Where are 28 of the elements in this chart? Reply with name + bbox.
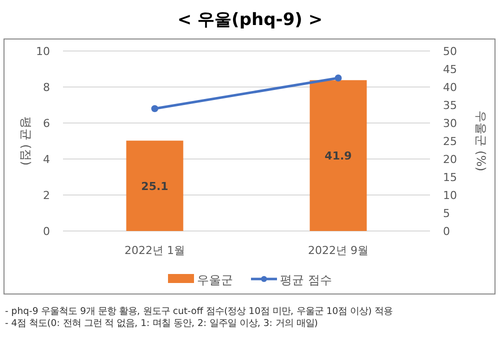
y2-axis-title: 우울군 (%)	[474, 110, 488, 172]
y2-tick-label: 40	[443, 81, 457, 94]
y2-tick-label: 10	[443, 189, 457, 202]
x-tick-label: 2022년 1월	[124, 244, 185, 257]
text: - phq-9 우울척도 9개 문항 활용, 원도구 cut-off 점수(정상 10점 미만, 우울군 10점 이상) 적용	[5, 306, 393, 317]
y-tick-label: 2	[43, 189, 50, 202]
chart-title: < 우울(phq-9) >	[177, 10, 323, 30]
y2-tick-label: 35	[443, 99, 457, 112]
y-tick-label: 10	[36, 45, 50, 58]
y2-tick-label: 45	[443, 63, 457, 76]
y2-tick-label: 15	[443, 171, 457, 184]
data-label: 25.1	[141, 180, 168, 193]
y-axis-title: 평균 (점)	[19, 116, 33, 166]
y-tick-label: 6	[43, 117, 50, 130]
text: - 4점 척도(0: 전혀 그런 적 없음, 1: 며칠 동안, 2: 일주일 이상, 3: 거의 매일)	[5, 318, 318, 329]
y2-tick-label: 5	[443, 207, 450, 220]
y-tick-label: 0	[43, 225, 50, 238]
y2-tick-label: 25	[443, 135, 457, 148]
legend-label: 평균 점수	[280, 273, 332, 287]
data-label: 41.9	[324, 150, 352, 163]
y2-tick-label: 50	[443, 45, 457, 58]
y2-tick-label: 20	[443, 153, 457, 166]
y2-tick-label: 30	[443, 117, 457, 130]
y2-tick-label: 0	[443, 225, 450, 238]
legend-label: 우울군	[197, 273, 233, 287]
y-tick-label: 8	[43, 81, 50, 94]
x-tick-label: 2022년 9월	[308, 244, 368, 257]
y-tick-label: 4	[43, 153, 50, 166]
